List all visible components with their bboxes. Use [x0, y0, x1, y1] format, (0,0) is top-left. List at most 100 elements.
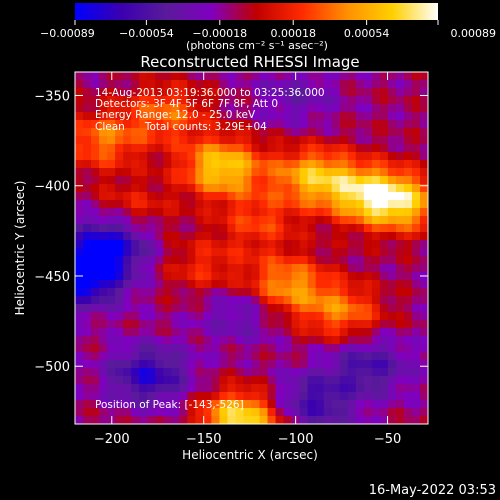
heatmap-cell [267, 96, 277, 105]
heatmap-cell [331, 208, 341, 217]
heatmap-cell [203, 328, 212, 337]
heatmap-cell [179, 320, 188, 329]
x-tick-label: −200 [94, 432, 130, 447]
heatmap-cell [203, 392, 212, 401]
heatmap-cell [99, 96, 108, 105]
heatmap-cell [403, 296, 413, 305]
heatmap-cell [363, 128, 373, 137]
heatmap-cell [347, 272, 357, 281]
heatmap-cell [355, 192, 365, 201]
heatmap-cell [259, 96, 269, 105]
heatmap-cell [355, 264, 365, 273]
heatmap-cell [147, 400, 156, 409]
heatmap-cell [219, 288, 229, 297]
heatmap-cell [187, 320, 196, 329]
heatmap-cell [99, 168, 108, 177]
heatmap-cell [251, 88, 261, 97]
heatmap-cell [187, 304, 196, 313]
heatmap-cell [115, 224, 124, 233]
heatmap-cell [171, 376, 180, 385]
heatmap-cell [227, 296, 237, 305]
heatmap-cell [387, 376, 397, 385]
heatmap-cell [123, 248, 132, 257]
heatmap-cell [243, 368, 253, 377]
heatmap-cell [163, 280, 172, 289]
heatmap-cell [123, 216, 132, 225]
heatmap-cell [115, 136, 124, 145]
heatmap-cell [291, 352, 301, 361]
heatmap-cell [387, 136, 397, 145]
heatmap-cell [123, 152, 132, 161]
heatmap-cell [355, 384, 365, 393]
heatmap-cell [363, 120, 373, 129]
heatmap-cell [171, 360, 180, 369]
heatmap-cell [347, 160, 357, 169]
heatmap-cell [179, 376, 188, 385]
heatmap-cell [379, 288, 389, 297]
heatmap-cell [291, 384, 301, 393]
heatmap-cell [403, 320, 413, 329]
heatmap-cell [259, 416, 269, 424]
heatmap-cell [243, 280, 253, 289]
heatmap-cell [339, 336, 349, 345]
heatmap-cell [283, 384, 293, 393]
heatmap-cell [283, 264, 293, 273]
heatmap-cell [163, 376, 172, 385]
heatmap-cell [155, 408, 164, 417]
heatmap-cell [131, 312, 140, 321]
heatmap-cell [283, 360, 293, 369]
heatmap-cell [299, 232, 309, 241]
heatmap-cell [235, 400, 245, 409]
heatmap-cell [363, 360, 373, 369]
heatmap-cell [363, 352, 373, 361]
heatmap-cell [187, 264, 196, 273]
heatmap-cell [267, 336, 277, 345]
heatmap-cell [123, 104, 132, 113]
heatmap-cell [395, 328, 405, 337]
heatmap-cell [235, 112, 245, 121]
heatmap-cell [307, 216, 317, 225]
heatmap-cell [131, 80, 140, 89]
heatmap-cell [219, 184, 229, 193]
heatmap-cell [179, 224, 188, 233]
heatmap-cell [219, 360, 229, 369]
heatmap-cell [267, 128, 277, 137]
heatmap-cell [331, 232, 341, 241]
heatmap-cell [83, 352, 92, 361]
heatmap-cell [187, 216, 196, 225]
heatmap-cell [347, 96, 357, 105]
heatmap-cell [171, 352, 180, 361]
heatmap-cell [227, 184, 237, 193]
heatmap-cell [419, 168, 428, 177]
heatmap-cell [187, 184, 196, 193]
heatmap-cell [323, 256, 333, 265]
heatmap-cell [147, 224, 156, 233]
heatmap-cell [315, 136, 325, 145]
heatmap-cell [203, 144, 212, 153]
heatmap-cell [307, 272, 317, 281]
heatmap-cell [147, 88, 156, 97]
heatmap-cell [291, 176, 301, 185]
heatmap-cell [155, 136, 164, 145]
heatmap-cell [387, 416, 397, 424]
heatmap-cell [323, 392, 333, 401]
heatmap-cell [307, 168, 317, 177]
heatmap-cell [291, 368, 301, 377]
heatmap-cell [299, 208, 309, 217]
heatmap-cell [371, 296, 381, 305]
heatmap-cell [139, 184, 148, 193]
heatmap-cell [91, 240, 100, 249]
heatmap-cell [115, 384, 124, 393]
heatmap-cell [155, 120, 164, 129]
heatmap-cell [403, 136, 413, 145]
heatmap-cell [243, 208, 253, 217]
heatmap-cell [219, 104, 229, 113]
heatmap-cell [259, 304, 269, 313]
heatmap-cell [315, 168, 325, 177]
heatmap-cell [147, 312, 156, 321]
heatmap-cell [307, 280, 317, 289]
heatmap-cell [227, 272, 237, 281]
heatmap-cell [179, 288, 188, 297]
colorbar-tick-label: −0.00089 [40, 27, 95, 40]
heatmap-cell [275, 328, 285, 337]
